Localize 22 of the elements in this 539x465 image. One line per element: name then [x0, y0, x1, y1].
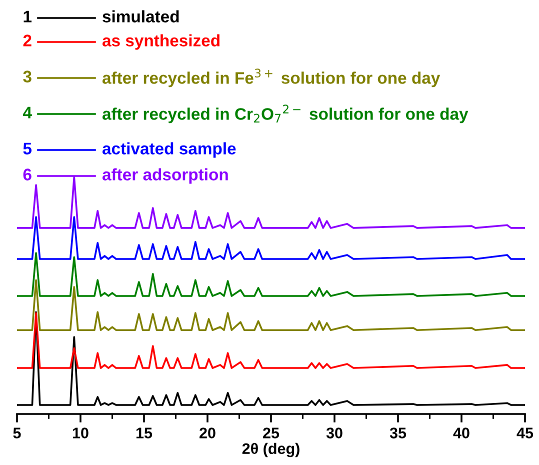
text: 2 — [23, 34, 32, 46]
x-tick-label: 45 — [516, 428, 534, 438]
x-tick-label: 35 — [390, 428, 406, 438]
text: 3 — [23, 70, 32, 82]
annotation: 6 — [23, 168, 32, 180]
x-tick-label: 20 — [200, 428, 216, 438]
text: 5 — [23, 142, 32, 154]
legend-label: after recycled in Fe$^{3+}$ solution for one day — [102, 68, 440, 88]
x-tick-label: 40 — [453, 428, 470, 438]
legend-label: after adsorption — [102, 168, 228, 184]
text: 4 — [22, 106, 32, 118]
legend-label: as synthesized — [102, 34, 220, 50]
x-tick-label: 5 — [13, 428, 21, 438]
x-tick-label: 10 — [72, 428, 88, 438]
text: 1 — [24, 10, 32, 22]
legend-label: activated sample — [102, 142, 236, 158]
x-tick-label: 25 — [263, 428, 280, 438]
x-axis-title: 2θ (deg) — [242, 442, 300, 458]
legend-label: simulated — [102, 10, 179, 22]
x-tick-label: 15 — [136, 428, 152, 438]
x-tick-label: 30 — [326, 428, 342, 438]
legend-label: after recycled in Cr$_{2}$O$_{7}$$^{2−}$ solution for one day — [102, 104, 468, 124]
